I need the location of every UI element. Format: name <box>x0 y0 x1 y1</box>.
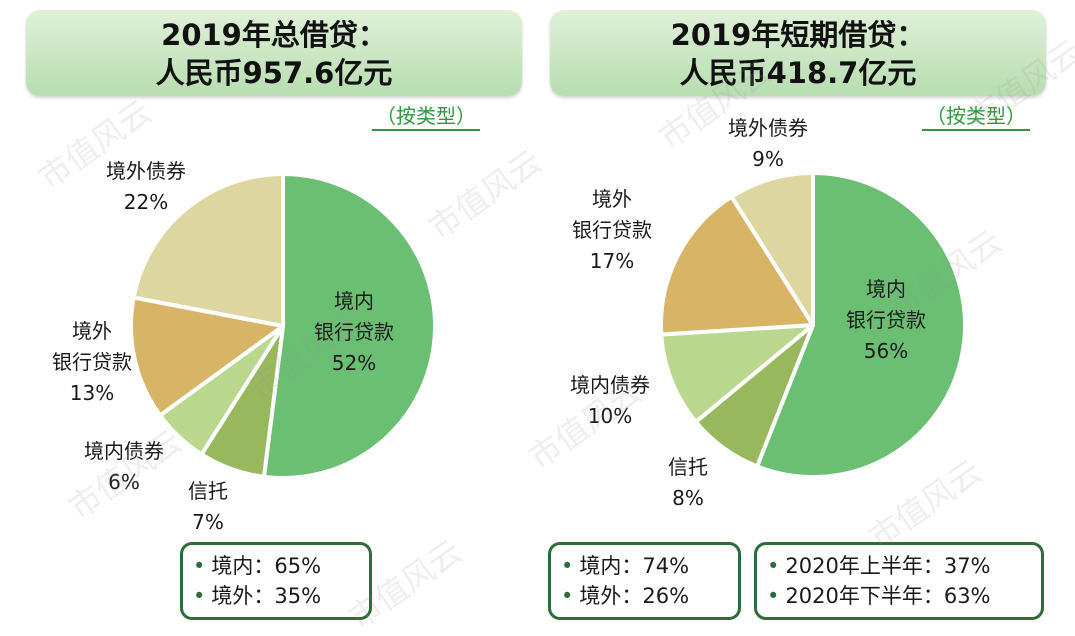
pie-slice-foreign-bank-loan <box>129 295 285 418</box>
short-term-title-line1: 2019年短期借贷： <box>670 18 926 52</box>
total-borrowing-title-line2: 人民币957.6亿元 <box>155 56 393 90</box>
summary-row-h2-2020: • 2020年下半年：63% <box>767 584 991 608</box>
total-borrowing-region-summary: • 境内：65% • 境外：35% <box>180 542 372 620</box>
pie-slice-foreign-bond <box>131 172 285 328</box>
total-borrowing-pie-chart: 境内银行贷款 52%信托 7%境内债券 6%境外银行贷款 13%境外债券 22% <box>52 159 437 534</box>
slice-name-foreign-bank-loan: 境外 <box>592 187 632 211</box>
slice-value-foreign-bank-loan: 17% <box>590 249 634 273</box>
pie-slice-domestic-bank-loan <box>755 171 967 479</box>
summary-h2-text: 2020年下半年：63% <box>785 584 991 608</box>
slice-label-domestic-bank-loan: 境内银行贷款 56% <box>846 277 926 363</box>
slice-name-foreign-bank-loan: 银行贷款 <box>52 350 132 374</box>
summary-row-foreign: • 境外：26% <box>561 584 690 608</box>
slice-label-domestic-bank-loan: 境内银行贷款 52% <box>314 289 394 375</box>
slice-name-domestic-bank-loan: 银行贷款 <box>846 308 926 332</box>
slice-label-trust: 信托 8% <box>668 455 708 510</box>
summary-row-domestic: • 境内：65% <box>193 554 322 578</box>
slice-name-foreign-bond: 境外债券 <box>728 116 808 140</box>
total-borrowing-panel: 2019年总借贷： 人民币957.6亿元 （按类型） 境内银行贷款 52% 信托 7%… <box>0 0 537 636</box>
pie-slice-domestic-bond <box>659 323 815 424</box>
short-term-region-summary: • 境内：74% • 境外：26% <box>548 542 741 620</box>
slice-name-foreign-bank-loan: 境外 <box>72 319 112 343</box>
slice-name-foreign-bond: 境外债券 <box>106 159 186 183</box>
summary-row-foreign: • 境外：35% <box>193 584 322 608</box>
short-term-maturity-summary: • 2020年上半年：37% • 2020年下半年：63% <box>754 542 1044 620</box>
slice-label-domestic-bond: 境内债券 10% <box>570 373 650 428</box>
slice-name-domestic-bank-loan: 境内 <box>334 289 374 313</box>
slice-name-domestic-bond: 境内债券 <box>570 373 650 397</box>
slice-value-foreign-bank-loan: 13% <box>70 381 114 405</box>
slice-label-foreign-bond: 境外债券 9% <box>728 116 808 171</box>
slice-value-domestic-bond: 10% <box>588 404 632 428</box>
slice-name-foreign-bank-loan: 银行贷款 <box>572 218 652 242</box>
slice-value-foreign-bond: 9% <box>752 147 784 171</box>
slice-name-trust: 信托 <box>188 479 228 503</box>
short-term-type-tag: （按类型） <box>922 104 1030 131</box>
slice-value-trust: 7% <box>192 510 224 534</box>
summary-domestic-text: 境内：65% <box>211 554 322 578</box>
slice-label-domestic-bond: 境内债券 6% <box>84 439 164 494</box>
slice-name-trust: 信托 <box>668 455 708 479</box>
slice-name-domestic-bond: 境内债券 <box>84 439 164 463</box>
slice-label-foreign-bank-loan: 境外银行贷款 13% <box>52 319 132 405</box>
slice-label-trust: 信托 7% <box>188 479 228 534</box>
short-term-title-line2: 人民币418.7亿元 <box>679 56 917 90</box>
summary-h1-text: 2020年上半年：37% <box>785 554 991 578</box>
slice-name-domestic-bank-loan: 银行贷款 <box>314 320 394 344</box>
short-term-title-box: 2019年短期借贷： 人民币418.7亿元 <box>550 10 1046 96</box>
slice-value-domestic-bank-loan: 56% <box>864 339 908 363</box>
total-borrowing-title-box: 2019年总借贷： 人民币957.6亿元 <box>26 10 522 96</box>
slice-label-foreign-bond: 境外债券 22% <box>106 159 186 214</box>
summary-row-h1-2020: • 2020年上半年：37% <box>767 554 991 578</box>
pie-slice-foreign-bank-loan <box>659 194 815 337</box>
slice-value-domestic-bank-loan: 52% <box>332 351 376 375</box>
pie-slice-foreign-bond <box>729 171 815 327</box>
summary-domestic-text: 境内：74% <box>579 554 690 578</box>
short-term-borrowing-panel: 2019年短期借贷： 人民币418.7亿元 （按类型） 境内银行贷款 56% 信托 8… <box>538 0 1075 636</box>
slice-value-trust: 8% <box>672 486 704 510</box>
slice-value-foreign-bond: 22% <box>124 190 168 214</box>
slice-name-domestic-bank-loan: 境内 <box>866 277 906 301</box>
short-term-pie-chart: 境内银行贷款 56%信托 8%境内债券 10%境外银行贷款 17%境外债券 9% <box>570 116 967 510</box>
summary-row-domestic: • 境内：74% <box>561 554 690 578</box>
summary-foreign-text: 境外：26% <box>579 584 690 608</box>
total-borrowing-title-line1: 2019年总借贷： <box>161 18 387 52</box>
summary-foreign-text: 境外：35% <box>211 584 322 608</box>
total-borrowing-type-tag: （按类型） <box>372 104 480 131</box>
slice-label-foreign-bank-loan: 境外银行贷款 17% <box>572 187 652 273</box>
pie-slice-domestic-bank-loan <box>261 172 437 480</box>
slice-value-domestic-bond: 6% <box>108 470 140 494</box>
